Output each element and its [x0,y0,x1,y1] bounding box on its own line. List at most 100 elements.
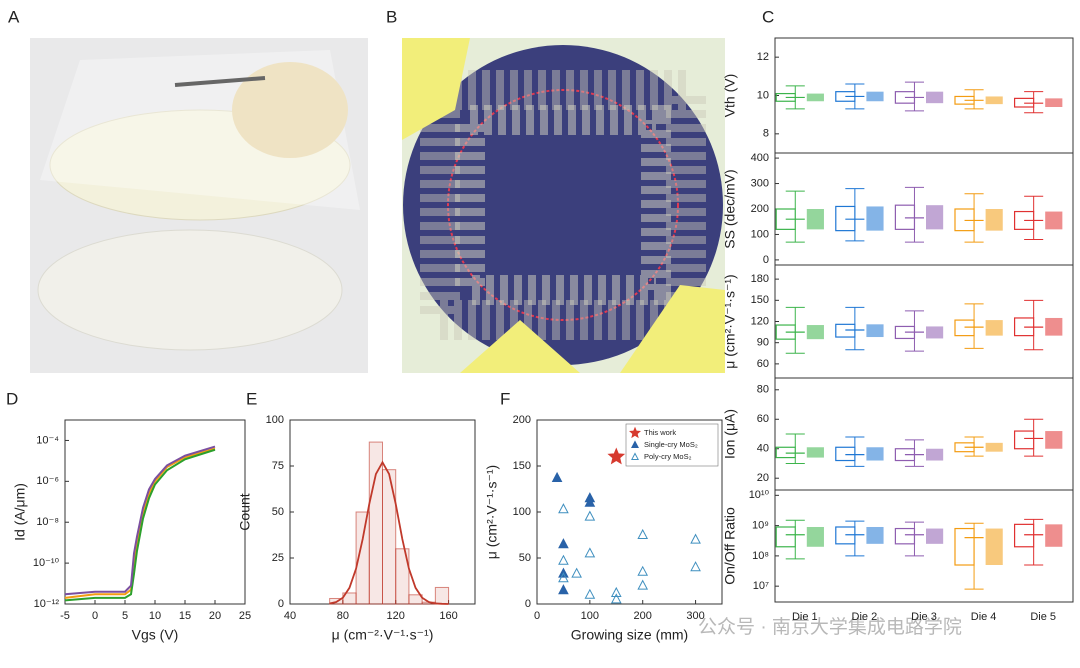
x-tick-label: 100 [581,610,599,622]
point [558,503,569,514]
y-tick-label: 200 [513,414,531,426]
bar [434,586,450,605]
spread [985,528,1003,566]
y-tick-label: 400 [751,152,769,164]
plot-frame [774,489,1074,603]
point [637,565,649,576]
spread [985,96,1003,105]
spread [1045,524,1063,547]
spread [806,93,824,102]
curve [64,447,216,599]
box [775,526,796,548]
box [775,446,796,459]
point [607,447,626,465]
box [835,446,856,462]
point [637,579,649,590]
y-axis-label: SS (dec/mV) [722,169,738,248]
y-axis-label: On/Off Ratio [722,507,738,585]
x-tick-label: 200 [634,610,652,622]
box [1013,430,1035,450]
spread [926,448,944,461]
x-tick-label: 10 [149,610,161,622]
x-tick-label: Die 2 [852,611,878,623]
plot-frame [774,377,1074,491]
x-tick-label: 0 [92,610,98,622]
spread [866,91,884,102]
x-tick-label: Die 1 [792,611,818,623]
x-tick-label: 5 [122,610,128,622]
y-tick-label: 25 [272,552,284,564]
x-tick-label: 300 [686,610,704,622]
y-tick-label: 90 [757,337,769,349]
spread [866,526,884,544]
legend-box [625,423,719,467]
spread [926,528,944,544]
x-axis-label: Vgs (V) [132,627,179,643]
spread [1045,431,1063,449]
x-tick-label: 25 [239,610,251,622]
legend-marker [631,440,639,448]
legend-label: Single-cry MoS₂ [644,440,698,449]
y-tick-label: 10⁻⁸ [36,516,59,528]
panel-label: A [8,7,20,26]
spread [926,326,944,339]
legend-marker [629,426,641,439]
x-tick-label: 20 [209,610,221,622]
x-tick-label: Die 3 [911,611,937,623]
box [835,323,856,338]
panel-label: C [762,7,774,26]
point [637,528,649,539]
y-tick-label: 0 [278,598,284,610]
y-axis-label: μ (cm²·V⁻¹·s⁻¹) [484,465,500,559]
box [954,319,975,337]
y-tick-label: 100 [266,414,284,426]
y-tick-label: 0 [525,598,531,610]
x-tick-label: Die 5 [1030,611,1056,623]
y-tick-label: 10¹⁰ [749,489,770,501]
y-tick-label: 60 [757,413,769,425]
y-tick-label: 40 [757,443,769,455]
plot-frame [64,419,246,605]
box [954,527,975,566]
point [571,567,582,578]
x-tick-label: 15 [179,610,191,622]
y-tick-label: 120 [751,315,769,327]
spread [866,324,884,338]
y-tick-label: 8 [763,128,769,140]
y-tick-label: 10⁷ [753,580,769,592]
photo-b [402,38,725,373]
panel-label: E [246,389,257,408]
y-tick-label: 75 [272,460,284,472]
spread [1045,317,1063,336]
x-tick-label: 80 [337,610,349,622]
y-tick-label: 200 [751,203,769,215]
point [690,533,701,544]
bar [395,548,410,605]
box [1013,523,1035,548]
y-tick-label: 150 [513,460,531,472]
spread [985,209,1003,231]
x-tick-label: 120 [387,610,405,622]
point [558,572,569,583]
y-tick-label: 60 [757,358,769,370]
point [610,586,622,597]
box [835,526,856,545]
x-tick-label: Die 4 [971,611,997,623]
spread [1045,98,1063,107]
y-axis-label: Id (A/μm) [12,483,28,541]
box [954,208,975,232]
x-axis-label: Growing size (mm) [571,627,688,643]
y-tick-label: 100 [513,506,531,518]
spread [806,526,824,547]
y-tick-label: 100 [751,228,769,240]
spread [806,325,824,340]
y-tick-label: 80 [757,384,769,396]
point [584,547,596,558]
point [558,554,569,565]
y-tick-label: 0 [763,254,769,266]
panel-label: B [386,7,397,26]
x-tick-label: 160 [439,610,457,622]
x-tick-label: 40 [284,610,296,622]
y-axis-label: μ (cm²·V⁻¹·s⁻¹) [722,274,738,368]
